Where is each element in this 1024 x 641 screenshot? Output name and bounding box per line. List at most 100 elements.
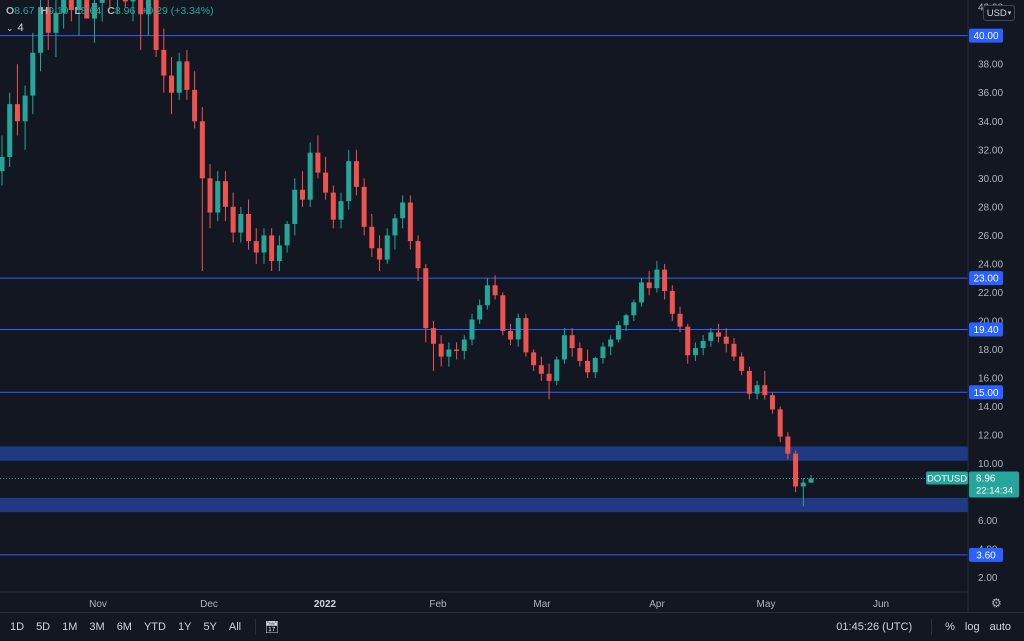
ohlc-close: C8.96 (107, 5, 136, 17)
currency-select[interactable]: USD ▾ (983, 5, 1015, 21)
zone-layer (0, 446, 968, 513)
log-scale-button[interactable]: log (964, 621, 980, 633)
candle (561, 328, 567, 364)
auto-scale-button[interactable]: auto (989, 621, 1011, 633)
range-button-1m[interactable]: 1M (62, 621, 78, 633)
ohlc-legend: O8.67 H9.19 L8.64 C8.96 +0.29 (+3.34%) (6, 5, 217, 17)
candle (438, 335, 444, 367)
candle (646, 271, 652, 296)
candle (269, 228, 275, 272)
candle (608, 335, 614, 356)
chevron-down-icon: ⌄ (6, 22, 14, 33)
candle (122, 0, 128, 8)
y-tick-label: 24.00 (978, 259, 1003, 270)
y-tick-label: 12.00 (978, 431, 1003, 442)
candle (669, 285, 675, 321)
level-tag-bg (969, 385, 1003, 400)
range-button-3m[interactable]: 3M (89, 621, 105, 633)
candle (515, 313, 521, 347)
candle (145, 0, 151, 36)
range-button-1d[interactable]: 1D (10, 621, 25, 633)
candle (130, 0, 136, 22)
range-button-5y[interactable]: 5Y (203, 621, 217, 633)
candle (369, 213, 375, 257)
candle (654, 261, 660, 293)
range-button-5d[interactable]: 5D (36, 621, 51, 633)
percent-scale-button[interactable]: % (945, 621, 955, 633)
range-button-ytd[interactable]: YTD (143, 621, 166, 633)
candle (631, 299, 637, 321)
candle (76, 0, 82, 36)
ohlc-low: L8.64 (74, 5, 102, 17)
indicators-toggle[interactable]: ⌄ 4 (6, 22, 24, 34)
ohlc-open: O8.67 (6, 5, 35, 17)
level-tag-label: 3.60 (976, 550, 996, 561)
candle (392, 213, 398, 250)
divider (255, 619, 257, 635)
candle (808, 475, 814, 484)
support-zone-0 (0, 446, 968, 461)
y-tick-label: 28.00 (978, 202, 1003, 213)
date-range-calendar-icon[interactable]: 📅︎ (264, 620, 280, 634)
candle (230, 192, 236, 243)
y-tick-label: 30.00 (978, 174, 1003, 185)
candle (400, 195, 406, 229)
candle (207, 164, 213, 229)
candle (500, 292, 506, 336)
candle (731, 338, 737, 361)
candle (430, 320, 436, 371)
candle (508, 323, 514, 346)
candle (377, 235, 383, 272)
level-tag-bg (969, 547, 1003, 562)
y-tick-label: 34.00 (978, 117, 1003, 128)
level-tag-bg (969, 271, 1003, 286)
candle (523, 313, 529, 357)
y-tick-label: 38.00 (978, 60, 1003, 71)
candle (469, 313, 475, 346)
candle (484, 278, 490, 310)
y-tick-label: 20.00 (978, 316, 1003, 327)
candle (38, 0, 44, 72)
candle (30, 32, 36, 115)
candle (45, 0, 51, 50)
support-zone-1 (0, 497, 968, 513)
candle (53, 0, 59, 58)
last-price-tag-bg (969, 471, 1019, 498)
candle (68, 0, 74, 22)
candle (346, 149, 352, 210)
candle (323, 156, 329, 200)
candle (109, 0, 111, 8)
candle (762, 370, 768, 400)
x-tick-label: Dec (200, 599, 218, 610)
bottom-toolbar: 1D 5D 1M 3M 6M YTD 1Y 5Y All 📅︎ 01:45:26 (UTC) %… (0, 612, 1024, 641)
range-button-all[interactable]: All (228, 621, 242, 633)
candle (777, 406, 783, 443)
candles-layer (0, 0, 814, 507)
candle (477, 299, 483, 324)
candle (184, 49, 190, 100)
x-tick-label: Nov (89, 599, 107, 610)
y-tick-label: 2.00 (978, 573, 998, 584)
symbol-tag-label: DOTUSD (927, 473, 967, 484)
y-tick-label: 14.00 (978, 402, 1003, 413)
x-tick-label: Mar (533, 599, 551, 610)
y-tick-label: 6.00 (978, 516, 998, 527)
level-tag-label: 23.00 (973, 274, 998, 285)
candle (14, 64, 20, 136)
range-button-1y[interactable]: 1Y (177, 621, 192, 633)
candle (746, 366, 752, 400)
settings-gear-icon[interactable]: ⚙ (991, 596, 1002, 610)
candle (638, 278, 644, 307)
candle (153, 0, 159, 58)
candle (454, 342, 460, 360)
candle (785, 432, 791, 460)
indicator-count: 4 (17, 22, 24, 34)
range-button-6m[interactable]: 6M (116, 621, 132, 633)
candle (538, 356, 544, 381)
candle (215, 171, 221, 222)
candle (662, 263, 668, 300)
candle (299, 171, 305, 207)
y-tick-label: 16.00 (978, 374, 1003, 385)
x-tick-label: 2022 (314, 599, 337, 610)
